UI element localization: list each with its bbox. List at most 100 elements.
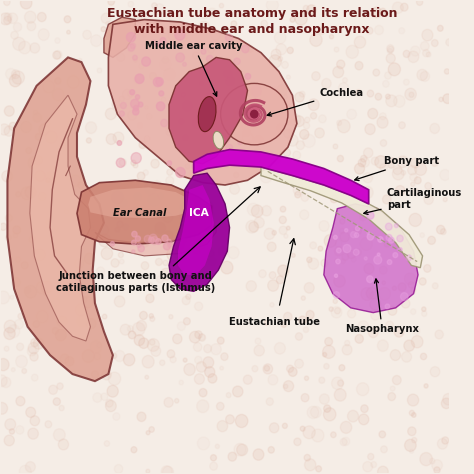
Circle shape xyxy=(206,130,214,139)
Circle shape xyxy=(202,221,212,231)
Circle shape xyxy=(33,338,44,349)
Circle shape xyxy=(191,159,195,164)
Circle shape xyxy=(182,63,186,66)
Circle shape xyxy=(154,4,164,15)
Circle shape xyxy=(399,248,402,252)
Circle shape xyxy=(164,231,173,241)
Circle shape xyxy=(67,75,79,89)
Circle shape xyxy=(41,281,53,293)
Circle shape xyxy=(149,314,154,318)
Circle shape xyxy=(355,164,365,174)
Circle shape xyxy=(251,205,263,217)
Circle shape xyxy=(199,334,206,341)
Circle shape xyxy=(207,211,214,218)
Circle shape xyxy=(31,338,38,347)
Circle shape xyxy=(342,345,352,355)
Circle shape xyxy=(39,124,49,135)
Circle shape xyxy=(268,374,278,385)
Circle shape xyxy=(176,247,180,251)
Circle shape xyxy=(358,159,366,167)
Circle shape xyxy=(128,331,136,339)
Circle shape xyxy=(414,177,421,184)
Circle shape xyxy=(111,191,124,204)
Circle shape xyxy=(355,249,362,255)
Circle shape xyxy=(268,280,279,291)
Circle shape xyxy=(330,195,338,203)
Circle shape xyxy=(134,335,145,346)
Circle shape xyxy=(367,212,374,219)
Circle shape xyxy=(246,108,250,112)
Circle shape xyxy=(393,235,402,245)
Circle shape xyxy=(149,339,155,345)
Circle shape xyxy=(286,120,290,125)
Circle shape xyxy=(338,82,349,93)
Circle shape xyxy=(52,328,59,334)
Circle shape xyxy=(161,27,168,34)
Circle shape xyxy=(347,250,356,259)
Circle shape xyxy=(267,167,277,177)
Circle shape xyxy=(283,381,294,392)
Circle shape xyxy=(366,287,377,299)
Circle shape xyxy=(0,124,9,135)
Circle shape xyxy=(142,356,154,368)
Circle shape xyxy=(303,122,310,129)
Circle shape xyxy=(420,72,429,82)
Circle shape xyxy=(46,220,50,225)
Circle shape xyxy=(21,262,28,269)
Circle shape xyxy=(13,23,22,31)
Circle shape xyxy=(411,336,423,348)
Circle shape xyxy=(383,195,391,204)
Circle shape xyxy=(82,350,94,363)
Circle shape xyxy=(46,131,57,144)
Text: Junction between bony and
catilaginous parts (Isthmus): Junction between bony and catilaginous p… xyxy=(56,271,215,293)
Circle shape xyxy=(137,122,143,128)
Circle shape xyxy=(409,410,414,416)
Circle shape xyxy=(146,469,150,474)
Circle shape xyxy=(299,316,306,324)
Circle shape xyxy=(255,147,261,154)
Circle shape xyxy=(211,178,221,188)
Circle shape xyxy=(64,16,71,23)
Circle shape xyxy=(157,276,164,283)
Circle shape xyxy=(25,186,36,198)
Circle shape xyxy=(91,35,102,46)
Circle shape xyxy=(146,28,151,33)
Circle shape xyxy=(347,410,358,422)
Circle shape xyxy=(290,119,297,126)
Circle shape xyxy=(145,375,149,379)
Circle shape xyxy=(86,138,91,143)
Circle shape xyxy=(144,235,151,243)
Circle shape xyxy=(226,34,233,42)
Circle shape xyxy=(420,42,429,51)
Text: Nasopharynx: Nasopharynx xyxy=(345,279,419,335)
Circle shape xyxy=(410,449,413,453)
Circle shape xyxy=(127,32,136,42)
Circle shape xyxy=(18,41,31,54)
Circle shape xyxy=(171,241,175,245)
Circle shape xyxy=(179,118,184,125)
Circle shape xyxy=(218,337,224,344)
Circle shape xyxy=(90,340,102,353)
Circle shape xyxy=(196,362,206,372)
Circle shape xyxy=(129,208,139,219)
Circle shape xyxy=(64,209,69,214)
Circle shape xyxy=(71,370,75,375)
Circle shape xyxy=(96,267,105,275)
Circle shape xyxy=(193,247,200,254)
Circle shape xyxy=(106,401,116,411)
Circle shape xyxy=(168,31,177,40)
Circle shape xyxy=(169,13,180,24)
Circle shape xyxy=(0,223,7,230)
Circle shape xyxy=(133,109,139,115)
Circle shape xyxy=(13,37,25,50)
Circle shape xyxy=(54,226,58,230)
Circle shape xyxy=(401,3,408,11)
Circle shape xyxy=(22,368,27,374)
Circle shape xyxy=(359,205,364,210)
Ellipse shape xyxy=(198,97,216,132)
Circle shape xyxy=(30,352,38,361)
Circle shape xyxy=(384,72,392,79)
Circle shape xyxy=(33,321,39,328)
Circle shape xyxy=(198,21,210,34)
Circle shape xyxy=(209,258,216,265)
